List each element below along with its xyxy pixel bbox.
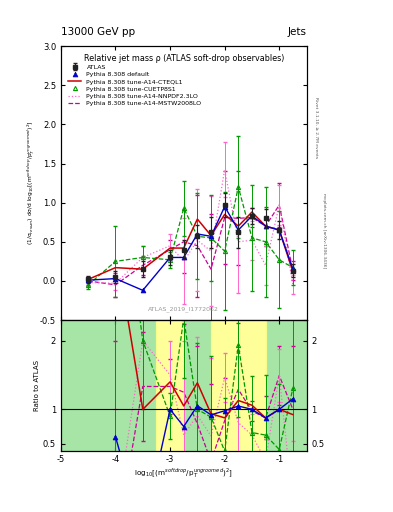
Pythia 8.308 tune-A14-NNPDF2.3LO — [222, 167, 227, 173]
Line: Pythia 8.308 tune-CUETP8S1: Pythia 8.308 tune-CUETP8S1 — [86, 185, 295, 287]
Pythia 8.308 tune-A14-MSTW2008LO — [86, 278, 90, 284]
Pythia 8.308 tune-A14-NNPDF2.3LO — [263, 262, 268, 268]
Legend: ATLAS, Pythia 8.308 default, Pythia 8.308 tune-A14-CTEQL1, Pythia 8.308 tune-CUE: ATLAS, Pythia 8.308 default, Pythia 8.30… — [66, 63, 203, 108]
Pythia 8.308 tune-CUETP8S1 — [209, 235, 213, 241]
Pythia 8.308 tune-A14-NNPDF2.3LO — [86, 280, 90, 286]
Pythia 8.308 tune-CUETP8S1 — [222, 248, 227, 254]
Pythia 8.308 tune-CUETP8S1 — [140, 254, 145, 261]
Pythia 8.308 tune-CUETP8S1 — [182, 205, 186, 211]
Pythia 8.308 default — [209, 233, 213, 240]
Pythia 8.308 tune-A14-MSTW2008LO — [209, 266, 213, 272]
Pythia 8.308 tune-A14-NNPDF2.3LO — [113, 280, 118, 286]
Pythia 8.308 default — [168, 254, 173, 261]
Pythia 8.308 tune-A14-CTEQL1 — [195, 216, 200, 222]
Pythia 8.308 tune-CUETP8S1 — [236, 184, 241, 190]
Line: Pythia 8.308 tune-A14-CTEQL1: Pythia 8.308 tune-A14-CTEQL1 — [88, 212, 293, 280]
Pythia 8.308 tune-A14-CTEQL1 — [182, 245, 186, 251]
Pythia 8.308 default — [222, 203, 227, 209]
Pythia 8.308 tune-A14-MSTW2008LO — [195, 243, 200, 249]
Pythia 8.308 tune-A14-MSTW2008LO — [250, 215, 254, 221]
Pythia 8.308 tune-A14-CTEQL1 — [277, 227, 282, 233]
Pythia 8.308 tune-A14-MSTW2008LO — [277, 202, 282, 208]
Pythia 8.308 tune-A14-NNPDF2.3LO — [182, 258, 186, 264]
Bar — [61, 320, 156, 451]
Pythia 8.308 tune-CUETP8S1 — [195, 233, 200, 240]
Pythia 8.308 tune-CUETP8S1 — [168, 257, 173, 263]
Pythia 8.308 default — [263, 223, 268, 229]
Text: mcplots.cern.ch [arXiv:1306.3436]: mcplots.cern.ch [arXiv:1306.3436] — [322, 193, 326, 268]
Y-axis label: (1/σ$_{resum}$) dσ/d log$_{10}$[(m$^{soft drop}$/p$_T^{ungroomed}$)$^2$]: (1/σ$_{resum}$) dσ/d log$_{10}$[(m$^{sof… — [26, 121, 37, 245]
Pythia 8.308 default — [290, 266, 295, 272]
Pythia 8.308 tune-A14-MSTW2008LO — [236, 215, 241, 221]
Pythia 8.308 tune-A14-CTEQL1 — [140, 266, 145, 272]
Pythia 8.308 tune-A14-MSTW2008LO — [140, 262, 145, 268]
Pythia 8.308 tune-A14-CTEQL1 — [222, 211, 227, 218]
Pythia 8.308 tune-A14-MSTW2008LO — [168, 247, 173, 253]
Pythia 8.308 tune-A14-CTEQL1 — [209, 232, 213, 239]
Bar — [184, 320, 211, 451]
Pythia 8.308 tune-CUETP8S1 — [263, 239, 268, 245]
Pythia 8.308 tune-A14-MSTW2008LO — [182, 239, 186, 245]
Pythia 8.308 tune-A14-CTEQL1 — [86, 276, 90, 283]
Pythia 8.308 tune-CUETP8S1 — [113, 258, 118, 264]
Pythia 8.308 tune-A14-CTEQL1 — [113, 265, 118, 271]
Pythia 8.308 tune-A14-NNPDF2.3LO — [195, 237, 200, 243]
Pythia 8.308 tune-A14-CTEQL1 — [168, 245, 173, 251]
Bar — [266, 320, 307, 451]
Bar — [211, 320, 266, 451]
Pythia 8.308 tune-CUETP8S1 — [250, 235, 254, 241]
Pythia 8.308 tune-A14-NNPDF2.3LO — [168, 243, 173, 249]
Pythia 8.308 tune-A14-NNPDF2.3LO — [209, 248, 213, 254]
Pythia 8.308 default — [113, 275, 118, 282]
Bar — [156, 320, 184, 451]
Pythia 8.308 tune-A14-NNPDF2.3LO — [140, 254, 145, 261]
Pythia 8.308 tune-CUETP8S1 — [290, 265, 295, 271]
Pythia 8.308 default — [86, 277, 90, 283]
Pythia 8.308 tune-CUETP8S1 — [277, 257, 282, 263]
Pythia 8.308 tune-A14-CTEQL1 — [290, 268, 295, 274]
Pythia 8.308 tune-CUETP8S1 — [86, 282, 90, 288]
Pythia 8.308 tune-A14-CTEQL1 — [236, 223, 241, 229]
Pythia 8.308 default — [236, 227, 241, 233]
Pythia 8.308 tune-A14-NNPDF2.3LO — [236, 239, 241, 245]
X-axis label: log$_{10}$[(m$^{soft drop}$/p$_T^{ungroomed}$)$^2$]: log$_{10}$[(m$^{soft drop}$/p$_T^{ungroo… — [134, 467, 233, 480]
Y-axis label: Ratio to ATLAS: Ratio to ATLAS — [34, 360, 40, 411]
Pythia 8.308 tune-A14-MSTW2008LO — [290, 268, 295, 274]
Pythia 8.308 tune-A14-CTEQL1 — [250, 209, 254, 215]
Text: Relative jet mass ρ (ATLAS soft-drop observables): Relative jet mass ρ (ATLAS soft-drop obs… — [84, 54, 284, 63]
Pythia 8.308 default — [250, 213, 254, 219]
Text: ATLAS_2019_I1772062: ATLAS_2019_I1772062 — [148, 306, 219, 312]
Pythia 8.308 tune-A14-MSTW2008LO — [222, 215, 227, 221]
Pythia 8.308 tune-A14-MSTW2008LO — [113, 282, 118, 288]
Pythia 8.308 tune-A14-NNPDF2.3LO — [250, 237, 254, 243]
Pythia 8.308 default — [182, 254, 186, 261]
Text: Jets: Jets — [288, 27, 307, 37]
Pythia 8.308 tune-A14-NNPDF2.3LO — [290, 282, 295, 288]
Line: Pythia 8.308 tune-A14-MSTW2008LO: Pythia 8.308 tune-A14-MSTW2008LO — [88, 205, 293, 285]
Text: 13000 GeV pp: 13000 GeV pp — [61, 27, 135, 37]
Pythia 8.308 tune-A14-NNPDF2.3LO — [277, 202, 282, 208]
Line: Pythia 8.308 default: Pythia 8.308 default — [86, 204, 295, 293]
Pythia 8.308 default — [195, 231, 200, 237]
Text: Rivet 3.1.10, ≥ 2.7M events: Rivet 3.1.10, ≥ 2.7M events — [314, 97, 318, 159]
Pythia 8.308 default — [140, 287, 145, 293]
Line: Pythia 8.308 tune-A14-NNPDF2.3LO: Pythia 8.308 tune-A14-NNPDF2.3LO — [88, 170, 293, 285]
Pythia 8.308 tune-A14-MSTW2008LO — [263, 223, 268, 229]
Pythia 8.308 tune-A14-CTEQL1 — [263, 223, 268, 229]
Pythia 8.308 default — [277, 227, 282, 233]
